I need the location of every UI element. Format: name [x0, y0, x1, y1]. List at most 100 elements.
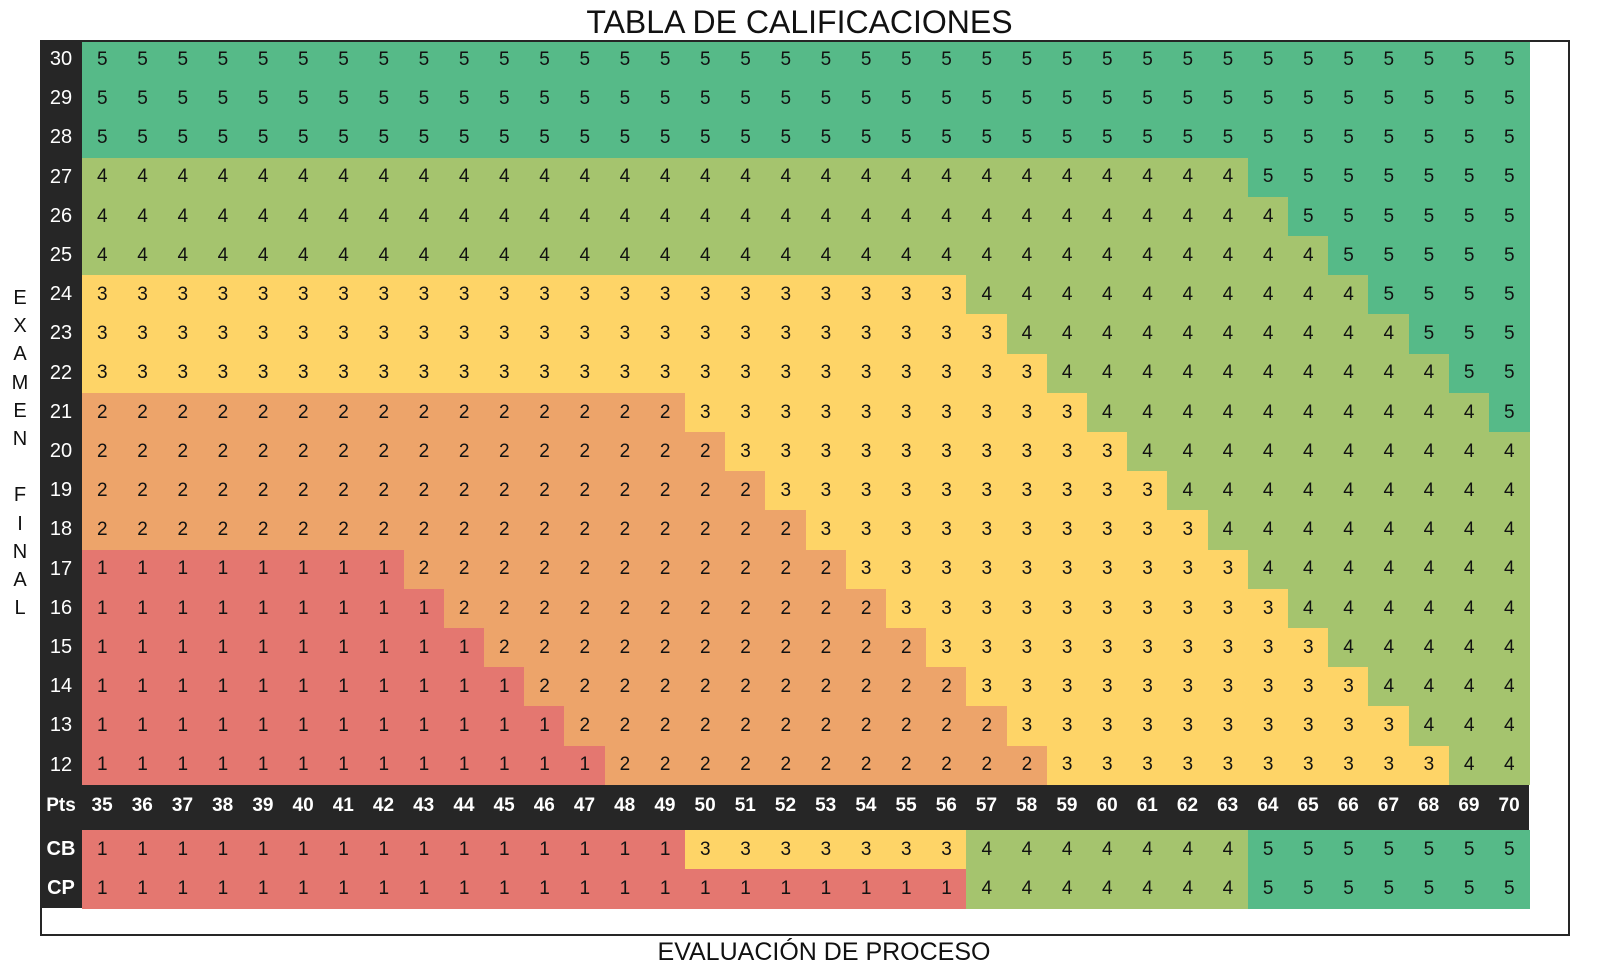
grade-cell: 4 [484, 236, 525, 276]
grade-cell: 2 [484, 549, 525, 590]
grade-cell: 3 [403, 275, 445, 315]
grade-cell: 4 [966, 196, 1008, 237]
grade-cell: 2 [564, 628, 606, 668]
grade-cell: 5 [845, 118, 887, 159]
grade-cell: 5 [1489, 196, 1530, 237]
grade-cell: 3 [685, 314, 726, 355]
grade-cell: 1 [122, 667, 163, 707]
grade-cell: 4 [1368, 432, 1410, 472]
x-tick-label: 46 [533, 794, 555, 816]
grade-cell: 4 [1247, 353, 1289, 394]
x-tick-label: 38 [212, 794, 234, 816]
y-axis-label-letter: N [12, 540, 28, 563]
grade-cell: 2 [886, 628, 927, 668]
x-tick-label: 35 [91, 794, 113, 816]
x-tick-label: 58 [1016, 794, 1038, 816]
grade-cell: 4 [1328, 392, 1369, 433]
grade-cell: 1 [403, 588, 445, 629]
grade-cell: 4 [1046, 236, 1088, 276]
grade-cell: 4 [1489, 588, 1530, 629]
grade-cell: 4 [283, 157, 324, 198]
grade-cell: 2 [564, 706, 606, 747]
grade-cell: 5 [283, 79, 324, 119]
grade-cell: 5 [805, 118, 847, 159]
grade-cell: 5 [1328, 236, 1369, 276]
grade-cell: 4 [1006, 196, 1048, 237]
grade-cell: 3 [926, 471, 967, 511]
grade-cell-cp: 1 [685, 869, 726, 909]
grade-cell: 5 [604, 118, 646, 159]
grade-cell: 5 [886, 40, 927, 80]
grade-cell: 2 [242, 432, 284, 472]
grade-cell: 4 [966, 236, 1008, 276]
grade-cell: 3 [363, 353, 405, 394]
grade-cell: 2 [644, 549, 686, 590]
grade-cell: 5 [524, 118, 565, 159]
grade-cell-cb: 4 [966, 829, 1008, 870]
grade-cell: 2 [524, 432, 565, 472]
grade-cell: 4 [1247, 471, 1289, 511]
x-tick-label: 66 [1337, 794, 1359, 816]
grade-cell: 2 [524, 471, 565, 511]
grade-cell: 3 [202, 353, 244, 394]
grade-cell: 2 [82, 392, 123, 433]
x-tick-label: 64 [1257, 794, 1279, 816]
x-tick-label: 52 [774, 794, 797, 816]
grade-cell: 4 [323, 236, 364, 276]
grade-cell: 5 [1368, 79, 1410, 119]
grade-cell: 3 [1046, 745, 1088, 786]
grade-cell: 3 [685, 353, 726, 394]
grade-cell: 4 [685, 157, 726, 198]
grade-cell: 3 [443, 353, 485, 394]
grade-cell: 2 [524, 628, 565, 668]
grade-cell: 2 [845, 588, 887, 629]
grade-cell: 4 [1408, 549, 1450, 590]
grade-cell-cb: 1 [524, 829, 565, 870]
grade-cell: 5 [1087, 79, 1128, 119]
grade-cell: 3 [644, 314, 686, 355]
row-header: 27 [40, 157, 82, 197]
grade-cell: 1 [242, 745, 284, 786]
x-tick-label: 55 [895, 794, 917, 816]
grade-cell: 4 [122, 236, 163, 276]
grade-cell: 4 [926, 196, 967, 237]
grade-cell: 4 [1408, 628, 1450, 668]
grade-cell: 3 [805, 471, 847, 511]
grade-cell: 5 [443, 79, 485, 119]
grade-cell: 4 [323, 196, 364, 237]
row-header: 23 [40, 314, 82, 354]
grade-cell: 2 [122, 392, 163, 433]
grade-cell: 3 [1087, 667, 1128, 707]
grade-cell: 4 [1448, 510, 1490, 551]
grade-cell: 3 [122, 353, 163, 394]
grade-cell: 3 [845, 314, 887, 355]
grade-cell: 3 [845, 432, 887, 472]
grade-cell: 4 [1328, 588, 1369, 629]
y-axis-label-letter: M [11, 371, 29, 394]
grade-cell: 3 [242, 314, 284, 355]
grade-cell: 3 [1006, 706, 1048, 747]
x-tick-label: 48 [614, 794, 636, 816]
grade-cell: 4 [1448, 392, 1490, 433]
grade-cell: 5 [805, 40, 847, 80]
grade-cell: 5 [1368, 157, 1410, 198]
grade-cell: 4 [1288, 588, 1329, 629]
grade-cell: 5 [1448, 275, 1490, 315]
grade-cell: 1 [82, 667, 123, 707]
grade-cell: 3 [926, 314, 967, 355]
grade-cell: 3 [845, 275, 887, 315]
x-tick-label: 42 [372, 794, 395, 816]
row-header-cb: CB [40, 829, 82, 870]
grade-cell: 2 [242, 392, 284, 433]
grade-cell: 3 [604, 314, 646, 355]
grade-cell-cp: 1 [82, 869, 123, 909]
grade-cell: 4 [845, 157, 887, 198]
grade-cell: 4 [1489, 549, 1530, 590]
grade-cell: 4 [1247, 275, 1289, 315]
grade-cell: 1 [202, 706, 244, 747]
grade-cell: 3 [1087, 628, 1128, 668]
grade-cell: 2 [604, 628, 646, 668]
grade-cell: 2 [604, 706, 646, 747]
grade-cell: 5 [1288, 79, 1329, 119]
grade-cell: 4 [1328, 314, 1369, 355]
